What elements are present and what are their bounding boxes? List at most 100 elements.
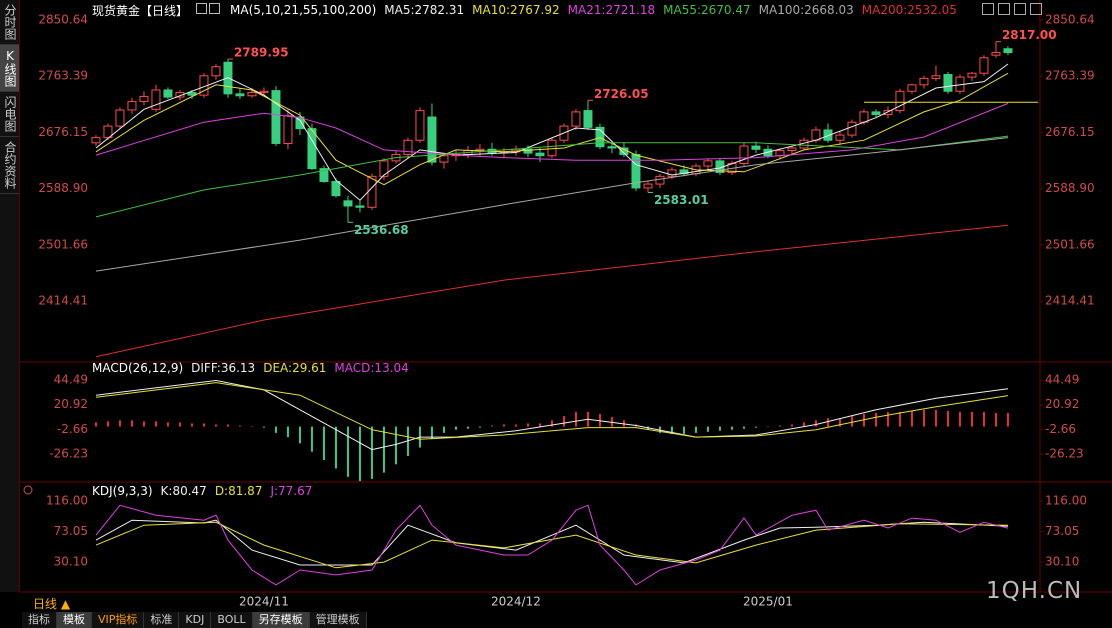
y-tick-label: 44.49 bbox=[54, 372, 88, 386]
macd-bar bbox=[370, 426, 373, 479]
bottom-tab[interactable]: 模板 bbox=[57, 612, 92, 628]
tab-bar: 指标 模板 VIP指标 标准 KDJ BOLL 另存模板 管理模板 bbox=[22, 612, 367, 628]
y-tick-label: 2588.90 bbox=[1045, 181, 1095, 195]
legend-entry: MA55:2670.47 bbox=[663, 3, 751, 17]
y-tick-label: 2588.90 bbox=[38, 181, 88, 195]
y-tick-label: 44.49 bbox=[1045, 372, 1079, 386]
y-tick-label: 30.10 bbox=[54, 555, 88, 569]
period-selector[interactable]: 日线 ▲ bbox=[33, 597, 71, 611]
annotation: 2583.01 bbox=[654, 193, 709, 207]
y-tick-label: 2414.41 bbox=[1045, 294, 1095, 308]
candle-body bbox=[775, 150, 785, 157]
sidebar-tab[interactable]: K线图 bbox=[0, 45, 19, 92]
y-tick-label: 116.00 bbox=[1045, 493, 1087, 507]
candle-body bbox=[139, 95, 149, 103]
candle-body bbox=[607, 146, 617, 149]
candle-body bbox=[1003, 48, 1013, 54]
y-tick-label: 20.92 bbox=[1045, 397, 1079, 411]
candle-body bbox=[163, 89, 173, 98]
candle-body bbox=[271, 90, 281, 144]
macd-bar bbox=[922, 409, 925, 427]
macd-bar bbox=[958, 411, 961, 427]
macd-bar bbox=[802, 422, 805, 427]
y-tick-label: 2850.64 bbox=[38, 12, 88, 26]
candle-body bbox=[571, 111, 581, 127]
macd-bar bbox=[670, 426, 673, 434]
bottom-tab[interactable]: KDJ bbox=[179, 612, 212, 628]
macd-bar bbox=[562, 416, 565, 427]
candle-body bbox=[259, 90, 269, 94]
candle-body bbox=[583, 110, 593, 128]
sidebar-tab[interactable]: 闪电图 bbox=[0, 92, 19, 137]
ma-line bbox=[95, 504, 1009, 586]
tool-icon[interactable] bbox=[982, 3, 994, 15]
candle-body bbox=[103, 125, 113, 139]
tool-icon[interactable] bbox=[998, 3, 1010, 15]
macd-bar bbox=[766, 426, 769, 427]
macd-bar bbox=[346, 426, 349, 477]
sidebar-tab[interactable]: 分时图 bbox=[0, 0, 19, 45]
legend-entry: DIFF:36.13 bbox=[191, 361, 256, 375]
macd-bar bbox=[226, 424, 229, 427]
macd-bar bbox=[214, 424, 217, 427]
settings-icon[interactable] bbox=[23, 485, 33, 495]
macd-bar bbox=[538, 423, 541, 427]
bottom-tab[interactable]: 管理模板 bbox=[310, 612, 367, 628]
macd-bar bbox=[358, 426, 361, 482]
tool-icon[interactable] bbox=[1030, 3, 1042, 15]
macd-bar bbox=[838, 418, 841, 427]
tool-icon[interactable] bbox=[1014, 3, 1026, 15]
macd-bar bbox=[910, 410, 913, 427]
candle-body bbox=[703, 160, 713, 167]
macd-bar bbox=[478, 426, 481, 428]
legend-entry: MACD:13.04 bbox=[334, 361, 409, 375]
candle-body bbox=[547, 139, 557, 157]
bottom-tab[interactable]: BOLL bbox=[211, 612, 253, 628]
ma-line bbox=[95, 379, 1009, 451]
toolbar bbox=[982, 3, 1042, 15]
legend-entry: MA5:2782.31 bbox=[384, 3, 465, 17]
bottom-tab[interactable]: 标准 bbox=[144, 612, 180, 628]
macd-bar bbox=[550, 420, 553, 427]
ma-line bbox=[95, 102, 1009, 161]
legend-entry: J:77.67 bbox=[270, 484, 313, 498]
bottom-tab[interactable]: VIP指标 bbox=[92, 612, 145, 628]
candle-body bbox=[835, 134, 845, 141]
candle-body bbox=[907, 84, 917, 92]
ma-line bbox=[95, 224, 1009, 358]
y-tick-label: 30.10 bbox=[1045, 555, 1079, 569]
candle-body bbox=[751, 145, 761, 150]
candle-body bbox=[643, 183, 653, 189]
annotation: 2536.68 bbox=[354, 223, 409, 237]
sidebar-tab[interactable]: 合约资料 bbox=[0, 137, 19, 194]
candle-body bbox=[535, 152, 545, 157]
bottom-tab[interactable]: 另存模板 bbox=[252, 612, 310, 628]
macd-bar bbox=[250, 426, 253, 427]
candle-body bbox=[91, 137, 101, 144]
macd-bar bbox=[394, 426, 397, 465]
candle-body bbox=[319, 168, 329, 182]
legend-entry: MA21:2721.18 bbox=[567, 3, 656, 17]
y-tick-label: 20.92 bbox=[54, 397, 88, 411]
y-tick-label: -2.66 bbox=[1045, 422, 1076, 436]
candle-body bbox=[847, 121, 857, 136]
y-tick-label: 2763.39 bbox=[38, 69, 88, 83]
y-tick-label: 2676.15 bbox=[38, 125, 88, 139]
candle-body bbox=[331, 180, 341, 197]
macd-bar bbox=[454, 426, 457, 430]
candle-body bbox=[343, 200, 353, 207]
legend-entry: DEA:29.61 bbox=[263, 361, 327, 375]
header-icons[interactable] bbox=[196, 3, 222, 17]
y-tick-label: 2850.64 bbox=[1045, 12, 1095, 26]
candle-body bbox=[943, 74, 953, 92]
legend-entry: D:81.87 bbox=[214, 484, 263, 498]
macd-bar bbox=[850, 416, 853, 427]
bottom-tab[interactable]: 指标 bbox=[22, 612, 57, 628]
macd-bar bbox=[310, 426, 313, 452]
macd-bar bbox=[886, 411, 889, 427]
macd-bar bbox=[682, 426, 685, 434]
macd-bar bbox=[94, 422, 97, 427]
macd-bar bbox=[790, 424, 793, 427]
